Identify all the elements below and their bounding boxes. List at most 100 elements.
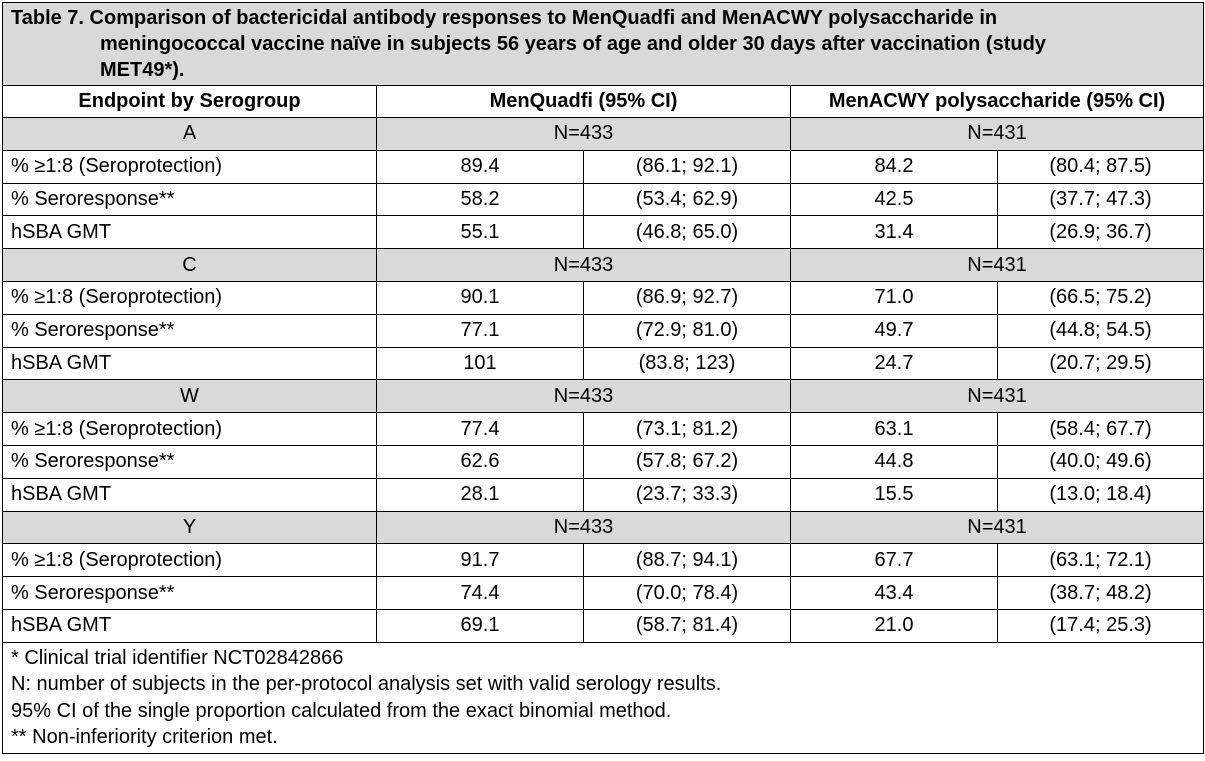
serogroup-row: A N=433 N=431 bbox=[2, 117, 1205, 151]
menquadfi-ci: (72.9; 81.0) bbox=[583, 313, 791, 348]
menquadfi-ci: (23.7; 33.3) bbox=[583, 477, 791, 512]
menquadfi-value: 89.4 bbox=[376, 149, 584, 184]
menacwy-ci: (58.4; 67.7) bbox=[996, 412, 1205, 446]
menquadfi-value: 90.1 bbox=[376, 280, 584, 315]
menacwy-n: N=431 bbox=[789, 379, 1205, 414]
serogroup-row: W N=433 N=431 bbox=[2, 379, 1205, 414]
menacwy-value: 44.8 bbox=[790, 444, 998, 479]
menacwy-n: N=431 bbox=[789, 248, 1205, 282]
table-row: hSBA GMT 28.1 (23.7; 33.3) 15.5 (13.0; 1… bbox=[2, 477, 1205, 512]
menquadfi-ci: (86.1; 92.1) bbox=[583, 149, 791, 184]
menacwy-value: 21.0 bbox=[790, 608, 998, 643]
endpoint-label: % Seroresponse** bbox=[2, 444, 377, 479]
footnote-line: 95% CI of the single proportion calculat… bbox=[11, 699, 672, 722]
table-body: A N=433 N=431 % ≥1:8 (Seroprotection) 89… bbox=[2, 117, 1205, 643]
endpoint-label: hSBA GMT bbox=[2, 608, 377, 643]
caption-line-2: meningococcal vaccine naïve in subjects … bbox=[100, 33, 1046, 55]
endpoint-label: % Seroresponse** bbox=[2, 182, 377, 217]
menquadfi-value: 77.1 bbox=[376, 313, 584, 348]
menacwy-ci: (17.4; 25.3) bbox=[996, 608, 1205, 643]
table-row: hSBA GMT 101 (83.8; 123) 24.7 (20.7; 29.… bbox=[2, 346, 1205, 381]
table-caption: Table 7. Comparison of bactericidal anti… bbox=[1, 2, 1205, 86]
menquadfi-ci: (86.9; 92.7) bbox=[583, 280, 791, 315]
menquadfi-ci: (58.7; 81.4) bbox=[583, 608, 791, 643]
menacwy-ci: (66.5; 75.2) bbox=[996, 280, 1205, 315]
menacwy-ci: (20.7; 29.5) bbox=[996, 346, 1205, 381]
endpoint-label: % Seroresponse** bbox=[2, 576, 377, 610]
table-row: % ≥1:8 (Seroprotection) 91.7 (88.7; 94.1… bbox=[2, 543, 1205, 578]
table-row: % ≥1:8 (Seroprotection) 90.1 (86.9; 92.7… bbox=[2, 280, 1205, 315]
serogroup-label: A bbox=[2, 117, 377, 151]
footnote-line: * Clinical trial identifier NCT02842866 bbox=[11, 646, 344, 669]
menquadfi-value: 91.7 bbox=[376, 543, 584, 578]
caption-line-1: Table 7. Comparison of bactericidal anti… bbox=[11, 7, 998, 29]
serogroup-row: C N=433 N=431 bbox=[2, 248, 1205, 282]
menacwy-ci: (44.8; 54.5) bbox=[996, 313, 1205, 348]
endpoint-label: hSBA GMT bbox=[2, 346, 377, 381]
serogroup-row: Y N=433 N=431 bbox=[2, 510, 1205, 545]
header-menquadfi: MenQuadfi (95% CI) bbox=[376, 85, 791, 118]
table-row: hSBA GMT 69.1 (58.7; 81.4) 21.0 (17.4; 2… bbox=[2, 608, 1205, 643]
endpoint-label: % ≥1:8 (Seroprotection) bbox=[2, 412, 377, 446]
menquadfi-value: 28.1 bbox=[376, 477, 584, 512]
menquadfi-value: 55.1 bbox=[376, 215, 584, 250]
menquadfi-ci: (70.0; 78.4) bbox=[583, 576, 791, 610]
menacwy-value: 42.5 bbox=[790, 182, 998, 217]
menacwy-ci: (80.4; 87.5) bbox=[996, 149, 1205, 184]
menacwy-ci: (37.7; 47.3) bbox=[996, 182, 1205, 217]
endpoint-label: % ≥1:8 (Seroprotection) bbox=[2, 280, 377, 315]
endpoint-label: % ≥1:8 (Seroprotection) bbox=[2, 543, 377, 578]
header-endpoint: Endpoint by Serogroup bbox=[2, 85, 377, 118]
header-row: Endpoint by Serogroup MenQuadfi (95% CI)… bbox=[2, 85, 1205, 118]
serogroup-label: W bbox=[2, 379, 377, 414]
serogroup-label: C bbox=[2, 248, 377, 282]
endpoint-label: % Seroresponse** bbox=[2, 313, 377, 348]
caption-line-3: MET49*). bbox=[100, 59, 185, 81]
menacwy-value: 43.4 bbox=[790, 576, 998, 610]
menacwy-ci: (13.0; 18.4) bbox=[996, 477, 1205, 512]
menquadfi-ci: (73.1; 81.2) bbox=[583, 412, 791, 446]
menquadfi-ci: (57.8; 67.2) bbox=[583, 444, 791, 479]
menquadfi-value: 74.4 bbox=[376, 576, 584, 610]
menquadfi-n: N=433 bbox=[376, 117, 791, 151]
menacwy-ci: (40.0; 49.6) bbox=[996, 444, 1205, 479]
menquadfi-value: 101 bbox=[376, 346, 584, 381]
menquadfi-value: 77.4 bbox=[376, 412, 584, 446]
menacwy-ci: (26.9; 36.7) bbox=[996, 215, 1205, 250]
menacwy-value: 84.2 bbox=[790, 149, 998, 184]
table-row: % Seroresponse** 58.2 (53.4; 62.9) 42.5 … bbox=[2, 182, 1205, 217]
menquadfi-ci: (46.8; 65.0) bbox=[583, 215, 791, 250]
table-row: % Seroresponse** 62.6 (57.8; 67.2) 44.8 … bbox=[2, 444, 1205, 479]
table-row: hSBA GMT 55.1 (46.8; 65.0) 31.4 (26.9; 3… bbox=[2, 215, 1205, 250]
menacwy-value: 49.7 bbox=[790, 313, 998, 348]
menacwy-ci: (38.7; 48.2) bbox=[996, 576, 1205, 610]
header-menacwy: MenACWY polysaccharide (95% CI) bbox=[789, 85, 1205, 118]
footnote-line: N: number of subjects in the per-protoco… bbox=[11, 673, 722, 696]
serogroup-label: Y bbox=[2, 510, 377, 545]
menacwy-value: 63.1 bbox=[790, 412, 998, 446]
menacwy-value: 24.7 bbox=[790, 346, 998, 381]
endpoint-label: % ≥1:8 (Seroprotection) bbox=[2, 149, 377, 184]
menacwy-n: N=431 bbox=[789, 117, 1205, 151]
table-row: % ≥1:8 (Seroprotection) 89.4 (86.1; 92.1… bbox=[2, 149, 1205, 184]
menacwy-value: 31.4 bbox=[790, 215, 998, 250]
menacwy-value: 67.7 bbox=[790, 543, 998, 578]
menacwy-value: 15.5 bbox=[790, 477, 998, 512]
table-row: % ≥1:8 (Seroprotection) 77.4 (73.1; 81.2… bbox=[2, 412, 1205, 446]
menquadfi-value: 69.1 bbox=[376, 608, 584, 643]
menacwy-value: 71.0 bbox=[790, 280, 998, 315]
table-row: % Seroresponse** 77.1 (72.9; 81.0) 49.7 … bbox=[2, 313, 1205, 348]
footnotes: * Clinical trial identifier NCT02842866 … bbox=[1, 641, 1205, 754]
endpoint-label: hSBA GMT bbox=[2, 215, 377, 250]
menquadfi-n: N=433 bbox=[376, 379, 791, 414]
menquadfi-n: N=433 bbox=[376, 248, 791, 282]
menquadfi-ci: (83.8; 123) bbox=[583, 346, 791, 381]
endpoint-label: hSBA GMT bbox=[2, 477, 377, 512]
menacwy-n: N=431 bbox=[789, 510, 1205, 545]
menquadfi-ci: (88.7; 94.1) bbox=[583, 543, 791, 578]
menquadfi-value: 58.2 bbox=[376, 182, 584, 217]
menquadfi-ci: (53.4; 62.9) bbox=[583, 182, 791, 217]
menquadfi-value: 62.6 bbox=[376, 444, 584, 479]
